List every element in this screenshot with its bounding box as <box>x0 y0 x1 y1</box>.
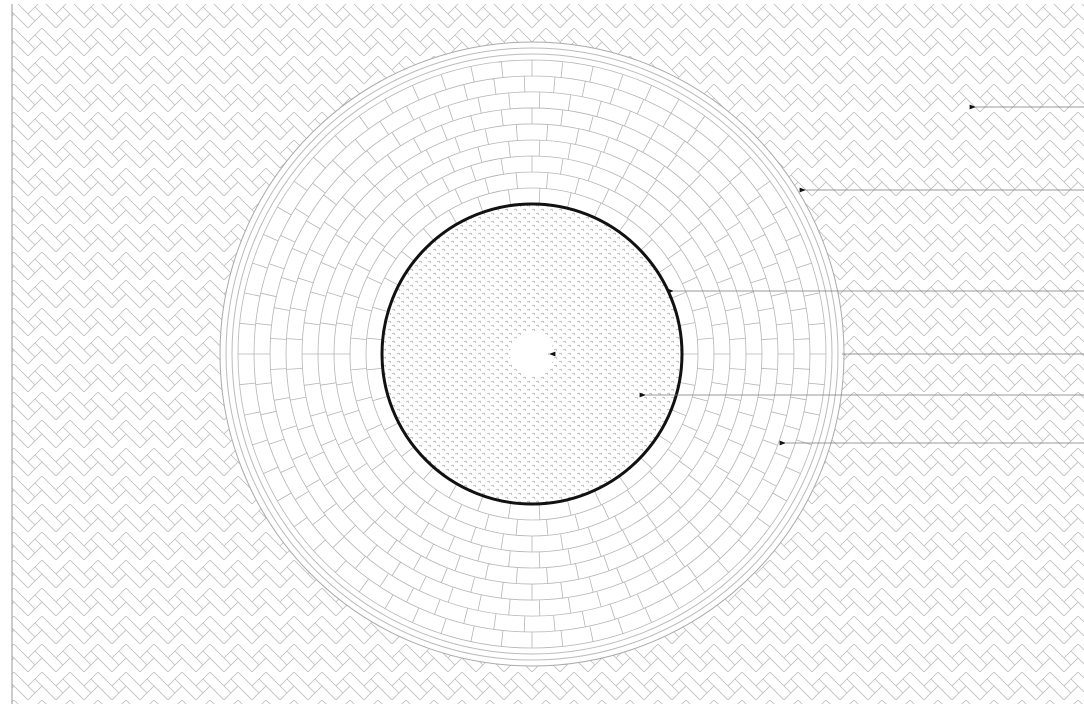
outer-band <box>231 53 833 655</box>
outer-band <box>225 47 839 661</box>
center-circle <box>510 332 554 376</box>
leader-lines <box>548 104 1084 446</box>
